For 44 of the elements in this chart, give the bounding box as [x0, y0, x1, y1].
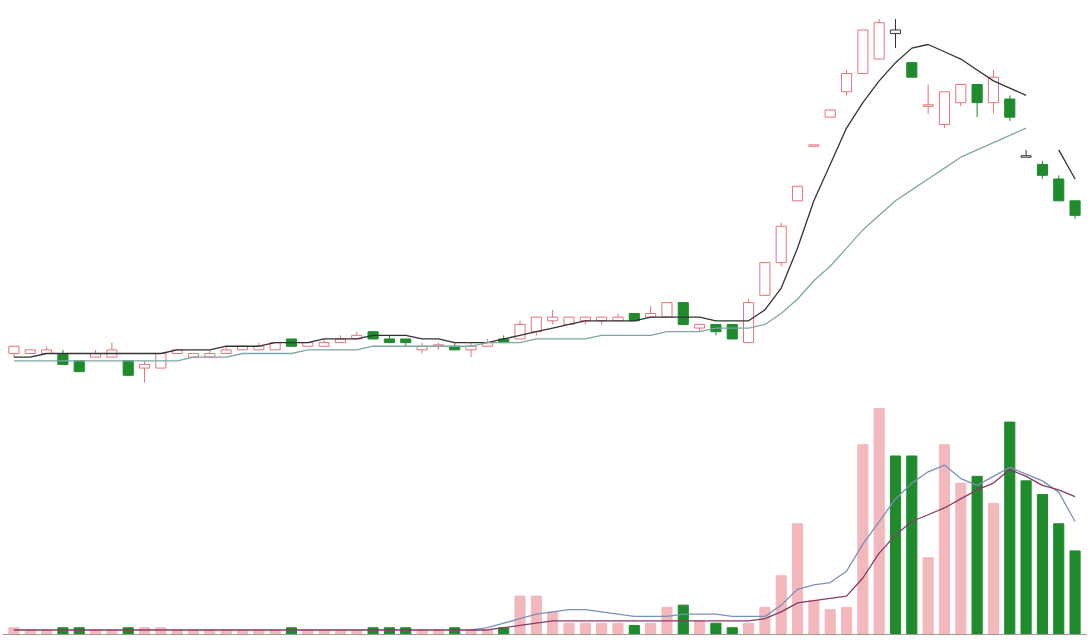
bar [971, 475, 983, 635]
candlestick [889, 18, 902, 49]
bar [1069, 550, 1081, 635]
bar [938, 444, 951, 635]
bar [1036, 493, 1048, 635]
bar [889, 455, 902, 635]
candlestick [1036, 160, 1048, 180]
bar [514, 595, 526, 635]
bar [612, 622, 624, 635]
bar [1004, 421, 1016, 635]
bar [922, 557, 934, 635]
candlestick [677, 302, 689, 325]
bar [857, 444, 869, 635]
bar [628, 624, 640, 635]
bar [1053, 523, 1065, 635]
bar [530, 595, 542, 635]
candlestick [1020, 149, 1032, 158]
candlestick [138, 360, 151, 384]
bar [873, 408, 885, 635]
bar [840, 606, 853, 635]
bar [906, 455, 918, 635]
bar [710, 622, 722, 635]
candlestick [1069, 200, 1081, 220]
bar [1020, 480, 1032, 635]
bar [645, 622, 657, 635]
bar [955, 482, 967, 635]
bar [791, 523, 804, 635]
bar [579, 622, 591, 635]
bar [775, 575, 787, 635]
candlestick [840, 69, 853, 96]
candlestick [530, 316, 542, 336]
candlestick [922, 83, 934, 115]
bar [563, 622, 575, 635]
candlestick [514, 320, 526, 340]
bar [726, 627, 738, 635]
candlestick [1004, 94, 1016, 122]
bar [824, 609, 836, 635]
candlestick [955, 83, 967, 107]
bar [596, 622, 608, 635]
bar [808, 600, 820, 635]
candlestick [971, 83, 983, 118]
bar [743, 622, 755, 635]
candlestick [1053, 174, 1065, 202]
bar [987, 502, 1000, 635]
